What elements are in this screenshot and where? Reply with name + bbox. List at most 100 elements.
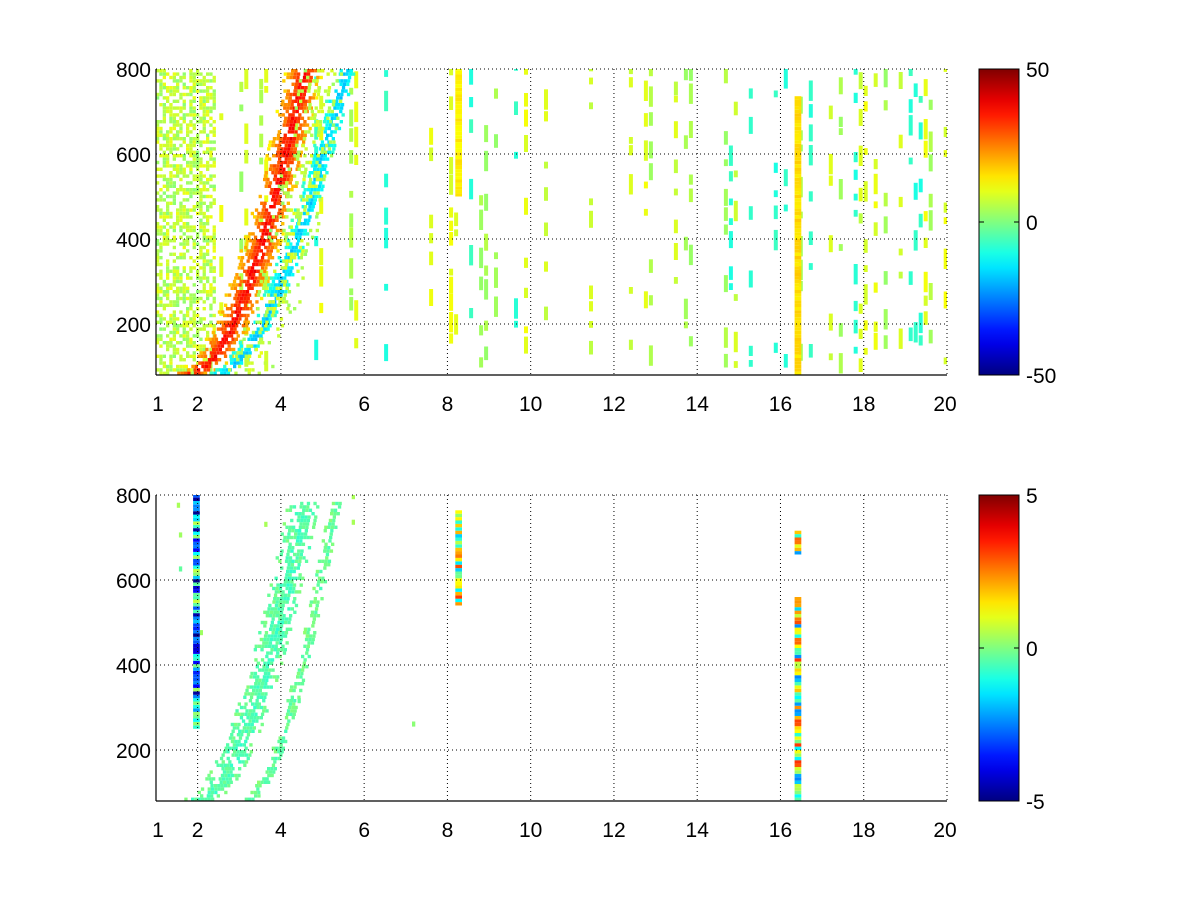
heatmap-cell [239, 313, 243, 318]
heatmap-cell [307, 130, 311, 134]
heatmap-cell [336, 106, 340, 110]
heatmap-cell [243, 695, 247, 699]
heatmap-cell [182, 317, 186, 321]
heatmap-cell [268, 770, 273, 774]
heatmap-cell [166, 140, 170, 144]
heatmap-cell [333, 106, 337, 110]
heatmap-cell [166, 177, 170, 182]
heatmap-cell [241, 729, 245, 733]
heatmap-cell [318, 164, 322, 168]
heatmap-cell [688, 336, 693, 347]
heatmap-cell [794, 658, 802, 662]
heatmap-cell [172, 276, 176, 280]
heatmap-cell [251, 729, 255, 733]
heatmap-cell [256, 239, 260, 243]
heatmap-cell [723, 224, 728, 235]
heatmap-cell [192, 150, 196, 154]
heatmap-cell [209, 106, 213, 110]
heatmap-cell [299, 92, 303, 97]
heatmap-cell [449, 69, 454, 76]
heatmap-cell [277, 184, 282, 188]
heatmap-cell [301, 249, 305, 253]
heatmap-cell [178, 566, 183, 572]
heatmap-cell [794, 712, 802, 716]
heatmap-cell [643, 181, 648, 189]
heatmap-cell [429, 214, 434, 229]
heatmap-cell [289, 269, 293, 273]
heatmap-cell [249, 750, 253, 754]
heatmap-cell [276, 249, 280, 253]
heatmap-cell [310, 109, 314, 114]
heatmap-cell [209, 72, 213, 76]
heatmap-cell [202, 259, 206, 263]
heatmap-cell [172, 245, 176, 250]
heatmap-cell [172, 137, 176, 141]
heatmap-cell [193, 711, 200, 716]
heatmap-cell [172, 123, 176, 127]
heatmap-cell [723, 327, 728, 348]
heatmap-cell [278, 194, 282, 199]
heatmap-cell [928, 283, 933, 300]
heatmap-cell [176, 171, 180, 175]
heatmap-cell [193, 694, 200, 699]
heatmap-cell [295, 262, 299, 267]
heatmap-cell [227, 773, 231, 778]
heatmap-cell [264, 159, 269, 180]
heatmap-cell [206, 150, 210, 154]
heatmap-cell [256, 344, 260, 348]
heatmap-cell [172, 354, 176, 358]
heatmap-cell [184, 797, 188, 801]
heatmap-cell [172, 194, 176, 199]
heatmap-cell [270, 634, 274, 638]
heatmap-cell [261, 222, 265, 226]
heatmap-cell [253, 716, 257, 720]
heatmap-cell [794, 780, 802, 784]
heatmap-cell [794, 361, 802, 365]
heatmap-cell [264, 631, 269, 635]
heatmap-cell [838, 244, 843, 251]
heatmap-cell [237, 739, 241, 744]
heatmap-cell [262, 675, 267, 679]
heatmap-cell [156, 222, 160, 226]
heatmap-cell [159, 82, 163, 86]
heatmap-cell [209, 235, 213, 239]
heatmap-cell [484, 125, 489, 143]
heatmap-cell [294, 82, 299, 86]
heatmap-cell [200, 354, 204, 358]
heatmap-cell [302, 140, 306, 144]
heatmap-cell [259, 249, 263, 253]
heatmap-cell [449, 220, 454, 231]
heatmap-cell [279, 296, 283, 301]
heatmap-cell [192, 96, 196, 100]
heatmap-cell [233, 750, 237, 754]
heatmap-cell [297, 86, 301, 90]
heatmap-cell [202, 235, 206, 239]
heatmap-cell [320, 597, 324, 601]
heatmap-cell [301, 245, 305, 250]
heatmap-cell [853, 319, 858, 334]
heatmap-cell [256, 695, 260, 699]
heatmap-cell [341, 89, 345, 93]
heatmap-cell [267, 147, 271, 151]
heatmap-cell [323, 563, 328, 567]
heatmap-cell [196, 368, 201, 372]
heatmap-cell [277, 303, 281, 307]
heatmap-cell [159, 120, 163, 124]
heatmap-cell [268, 262, 272, 267]
heatmap-cell [324, 559, 328, 563]
heatmap-cell [166, 208, 170, 212]
heatmap-cell [285, 232, 289, 236]
heatmap-cell [299, 194, 303, 199]
heatmap-cell [189, 79, 193, 83]
heatmap-cell [237, 303, 241, 307]
heatmap-cell [299, 539, 303, 543]
heatmap-cell [202, 266, 206, 270]
heatmap-cell [643, 80, 648, 101]
heatmap-cell [297, 698, 301, 704]
heatmap-cell [179, 279, 183, 284]
heatmap-cell [794, 222, 802, 226]
heatmap-cell [291, 590, 295, 594]
heatmap-cell [299, 675, 303, 679]
